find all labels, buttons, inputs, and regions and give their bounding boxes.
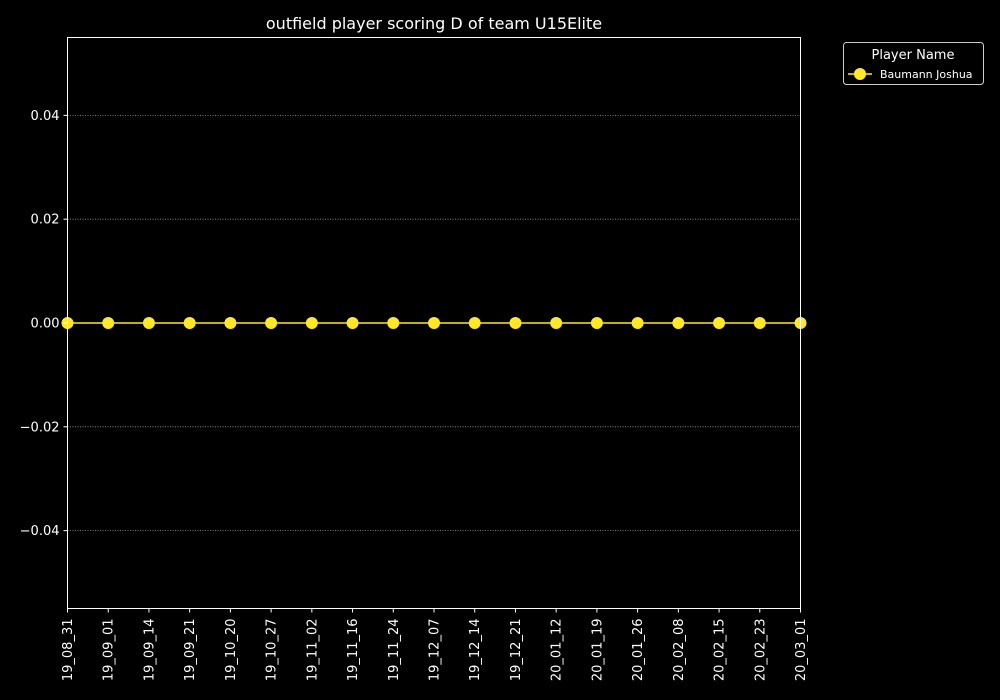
- x-tick-label: 19_09_14: [142, 619, 157, 682]
- x-tick-label: 19_09_01: [102, 619, 117, 682]
- x-tick-label: 19_09_21: [183, 619, 198, 682]
- y-tick-label: 0.02: [31, 213, 60, 228]
- data-point: [631, 317, 644, 329]
- y-tick-label: −0.04: [20, 524, 60, 539]
- x-tick-label: 19_12_07: [428, 619, 443, 682]
- x-tick-label: 20_02_15: [713, 619, 728, 682]
- data-point: [672, 317, 685, 329]
- data-point: [713, 317, 726, 329]
- data-point: [509, 317, 522, 329]
- data-point: [753, 317, 766, 329]
- data-point: [428, 317, 440, 329]
- x-tick-label: 19_12_21: [509, 619, 524, 682]
- x-tick-label: 19_11_24: [387, 619, 402, 682]
- x-tick-label: 20_02_08: [672, 619, 687, 682]
- data-point: [590, 317, 603, 329]
- legend: Player Name Baumann Joshua: [843, 42, 984, 85]
- y-axis-ticks: −0.04 −0.02 0.00 0.02 0.04: [20, 109, 68, 539]
- x-tick-label: 20_01_19: [590, 619, 605, 682]
- y-tick-label: 0.00: [31, 317, 60, 332]
- chart-title: outfield player scoring D of team U15Eli…: [266, 14, 602, 33]
- y-tick-label: 0.04: [31, 109, 60, 124]
- x-axis-ticks: 19_08_31 19_09_01 19_09_14 19_09_21 19_10_20…: [61, 608, 809, 682]
- x-tick-label: 20_03_01: [794, 619, 809, 682]
- data-point: [142, 317, 155, 329]
- data-point: [346, 317, 359, 329]
- x-tick-label: 19_10_27: [265, 619, 280, 682]
- legend-title: Player Name: [872, 48, 955, 63]
- x-tick-label: 19_11_16: [346, 619, 361, 682]
- legend-series-label: Baumann Joshua: [880, 68, 973, 81]
- x-tick-label: 19_12_14: [468, 619, 483, 682]
- legend-series-marker: [854, 68, 866, 80]
- data-point: [387, 317, 400, 329]
- legend-frame: [843, 42, 984, 85]
- y-tick-label: −0.02: [20, 420, 60, 435]
- series-layer: [61, 317, 807, 329]
- x-tick-label: 19_08_31: [61, 619, 76, 682]
- x-tick-label: 20_02_23: [753, 619, 768, 682]
- data-point: [550, 317, 563, 329]
- data-point: [102, 317, 115, 329]
- data-point: [224, 317, 237, 329]
- x-tick-label: 19_10_20: [224, 619, 239, 682]
- x-tick-label: 19_11_02: [305, 619, 320, 682]
- x-tick-label: 20_01_12: [550, 619, 565, 682]
- x-tick-label: 20_01_26: [631, 619, 646, 682]
- data-point: [468, 317, 481, 329]
- data-point: [183, 317, 196, 329]
- data-point: [265, 317, 278, 329]
- data-point: [305, 317, 318, 329]
